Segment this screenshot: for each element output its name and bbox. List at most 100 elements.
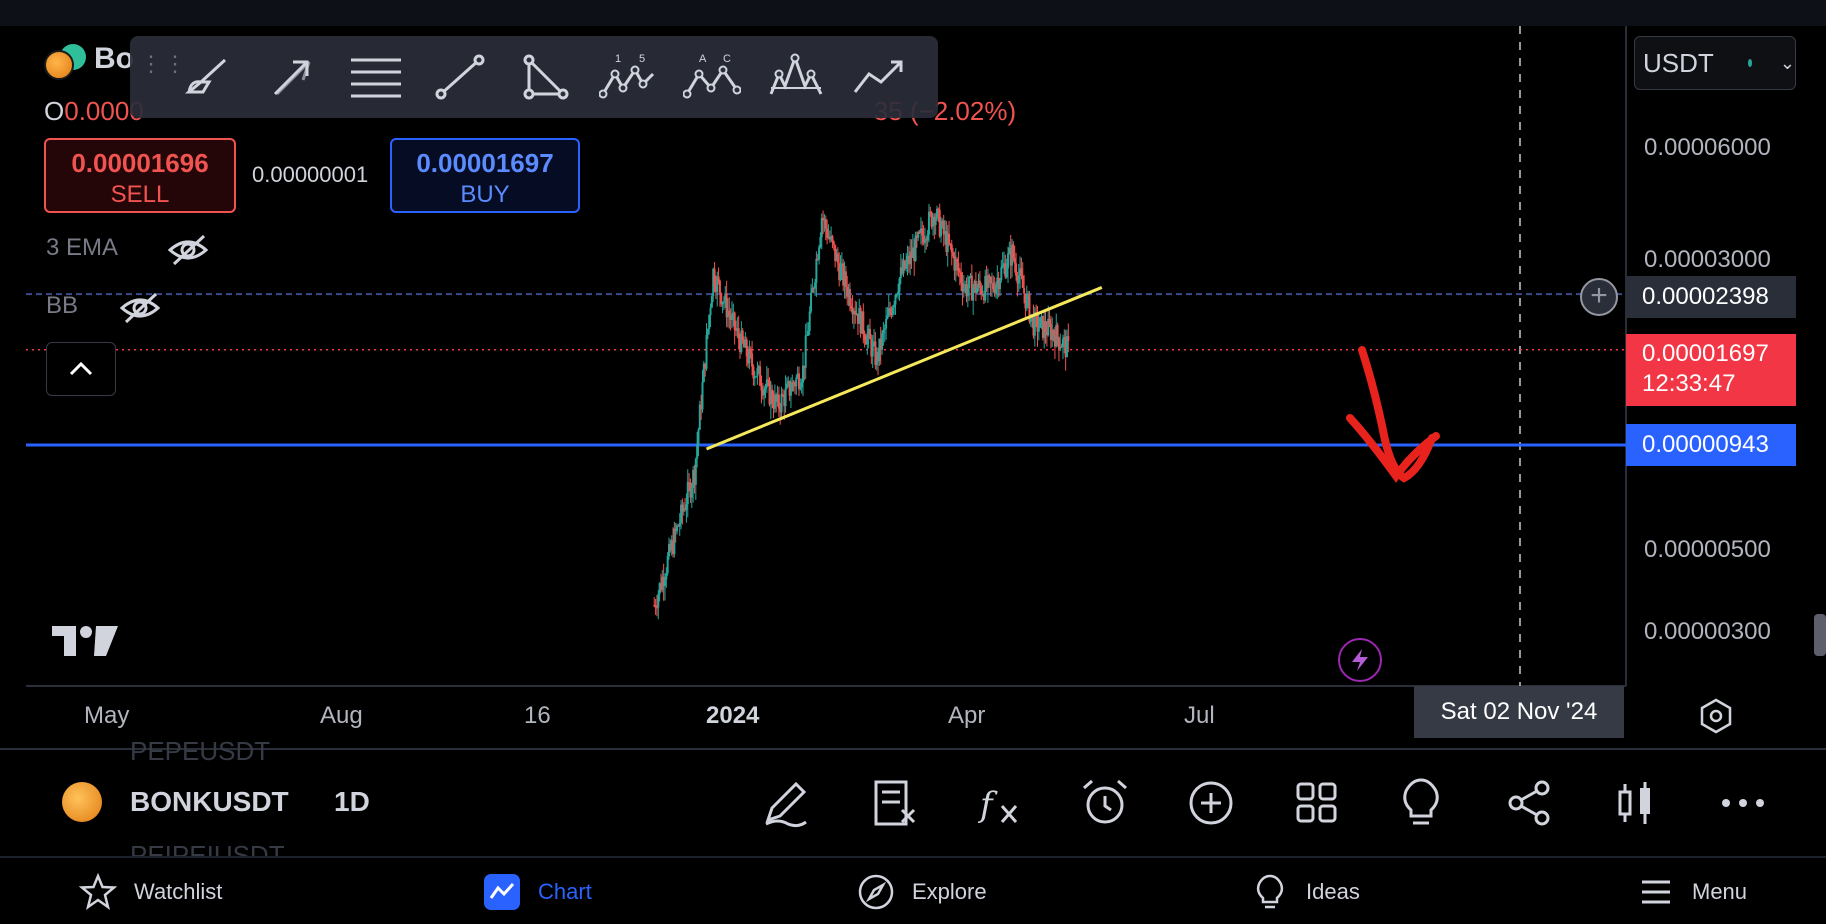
x-axis[interactable]: May Aug 16 2024 Apr Jul: [26, 688, 1796, 748]
notes-icon[interactable]: [866, 776, 920, 830]
candle-body: [940, 225, 943, 237]
nav-explore[interactable]: Explore: [856, 872, 987, 912]
candle-body: [1052, 329, 1055, 336]
bottom-navigation: Watchlist Chart Explore Ideas Menu: [0, 856, 1826, 924]
candle-body: [680, 504, 683, 523]
candle-body: [673, 528, 676, 555]
candle-body: [847, 288, 850, 297]
hide-eye-icon[interactable]: [118, 290, 162, 326]
candle-body: [936, 208, 938, 219]
triangle-tool-icon[interactable]: [502, 47, 586, 107]
candle-body: [911, 247, 914, 259]
candle-body: [661, 576, 664, 590]
candle-body: [897, 291, 900, 295]
candle-body: [721, 301, 724, 305]
symbol-title[interactable]: Bo: [94, 42, 134, 75]
candle-body: [693, 469, 696, 485]
drag-handle-icon[interactable]: ⋮⋮: [140, 51, 188, 76]
candle-body: [1037, 327, 1040, 332]
add-price-alert-icon[interactable]: +: [1580, 278, 1618, 316]
x-axis-tick: May: [84, 702, 130, 729]
candle-body: [871, 343, 874, 357]
candle-body: [743, 340, 746, 348]
svg-text:1: 1: [615, 53, 621, 65]
candles-icon[interactable]: [1608, 776, 1662, 830]
currency-selector[interactable]: USDT ⌄: [1634, 36, 1796, 90]
candle-body: [732, 312, 735, 314]
indicator-ema-label[interactable]: 3 EMA: [46, 234, 119, 261]
candle-body: [854, 310, 857, 315]
grid-icon[interactable]: [1290, 776, 1344, 830]
candle-body: [1063, 337, 1066, 339]
candle-body: [686, 482, 689, 505]
candle-body: [1047, 319, 1050, 336]
sell-button[interactable]: 0.00001696 SELL: [44, 138, 236, 213]
candle-body: [655, 607, 658, 609]
candle-body: [905, 262, 908, 269]
candle-body: [1025, 294, 1028, 309]
down-arrow-head: [1346, 414, 1440, 483]
candle-body: [706, 329, 709, 335]
nav-ideas[interactable]: Ideas: [1250, 872, 1360, 912]
chart-settings-icon[interactable]: [1696, 696, 1736, 736]
path-tool-icon[interactable]: [838, 47, 922, 107]
buy-button[interactable]: 0.00001697 BUY: [390, 138, 580, 213]
share-icon[interactable]: [1502, 776, 1556, 830]
more-icon[interactable]: [1716, 776, 1770, 830]
head-shoulders-tool-icon[interactable]: [754, 47, 838, 107]
indicator-bb-label[interactable]: BB: [46, 292, 79, 319]
price-chart[interactable]: [0, 0, 1826, 750]
brush-tool-icon[interactable]: [166, 47, 250, 107]
candle-body: [704, 363, 707, 369]
candle-body: [846, 286, 849, 297]
candle-body: [736, 328, 739, 331]
idea-bulb-icon[interactable]: [1394, 776, 1448, 830]
candle-body: [714, 285, 717, 293]
candle-body: [906, 255, 909, 263]
arrow-tool-icon[interactable]: [250, 47, 334, 107]
candle-body: [848, 288, 851, 306]
add-icon[interactable]: [1184, 776, 1238, 830]
candle-body: [973, 280, 976, 289]
candle-body: [698, 404, 701, 430]
candle-body: [851, 308, 854, 315]
candle-body: [1056, 324, 1059, 338]
candle-body: [787, 381, 790, 384]
candle-body: [1044, 321, 1047, 333]
nav-chart[interactable]: Chart: [482, 872, 592, 912]
chevron-up-icon: [69, 361, 93, 376]
candle-body: [989, 277, 992, 284]
symbol-name[interactable]: BONKUSDT: [130, 786, 289, 817]
candle-body: [688, 482, 691, 484]
svg-text:A: A: [699, 53, 707, 65]
candle-body: [1020, 268, 1023, 276]
candle-body: [1036, 314, 1039, 332]
bar-countdown: 12:33:47: [1642, 370, 1736, 397]
hide-eye-icon[interactable]: [166, 232, 210, 268]
nav-watchlist[interactable]: Watchlist: [78, 872, 222, 912]
pencil-icon[interactable]: [758, 776, 812, 830]
scroll-handle[interactable]: [1814, 614, 1826, 656]
interval-selector[interactable]: 1D: [334, 786, 370, 817]
candle-body: [1021, 275, 1024, 288]
candle-body: [735, 329, 737, 331]
lightning-icon[interactable]: [1338, 638, 1382, 682]
parallel-lines-tool-icon[interactable]: [334, 47, 418, 107]
candle-body: [678, 522, 681, 527]
candle-body: [722, 301, 725, 303]
trendline-tool-icon[interactable]: [418, 47, 502, 107]
candle-body: [974, 280, 977, 293]
candle-body: [760, 385, 763, 391]
candle-body: [990, 282, 993, 284]
collapse-legend-button[interactable]: [46, 342, 116, 396]
candle-body: [684, 508, 687, 510]
nav-menu[interactable]: Menu: [1636, 872, 1747, 912]
candle-body: [797, 373, 800, 390]
alarm-icon[interactable]: [1078, 776, 1132, 830]
candle-body: [737, 328, 740, 339]
function-icon[interactable]: f: [974, 776, 1028, 830]
candle-body: [843, 271, 846, 286]
candle-body: [986, 275, 989, 289]
